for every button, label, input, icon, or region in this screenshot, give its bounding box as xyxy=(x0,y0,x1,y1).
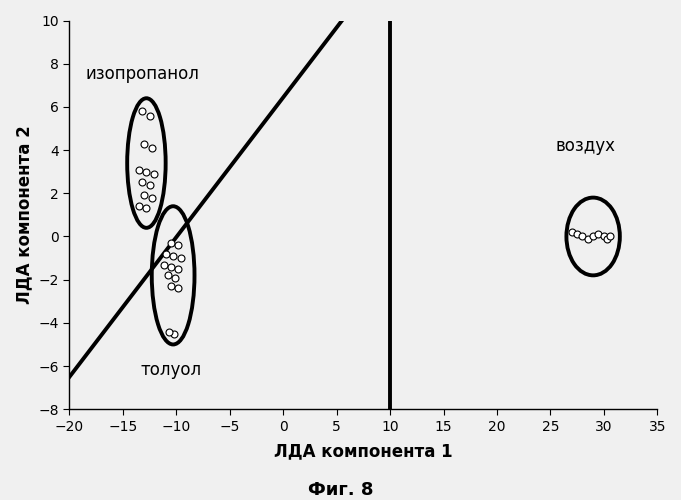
X-axis label: ЛДА компонента 1: ЛДА компонента 1 xyxy=(274,442,453,460)
Y-axis label: ЛДА компонента 2: ЛДА компонента 2 xyxy=(15,126,33,304)
Text: толуол: толуол xyxy=(140,362,202,380)
Text: Фиг. 8: Фиг. 8 xyxy=(308,481,373,499)
Text: изопропанол: изопропанол xyxy=(86,66,200,84)
Text: воздух: воздух xyxy=(556,137,616,155)
